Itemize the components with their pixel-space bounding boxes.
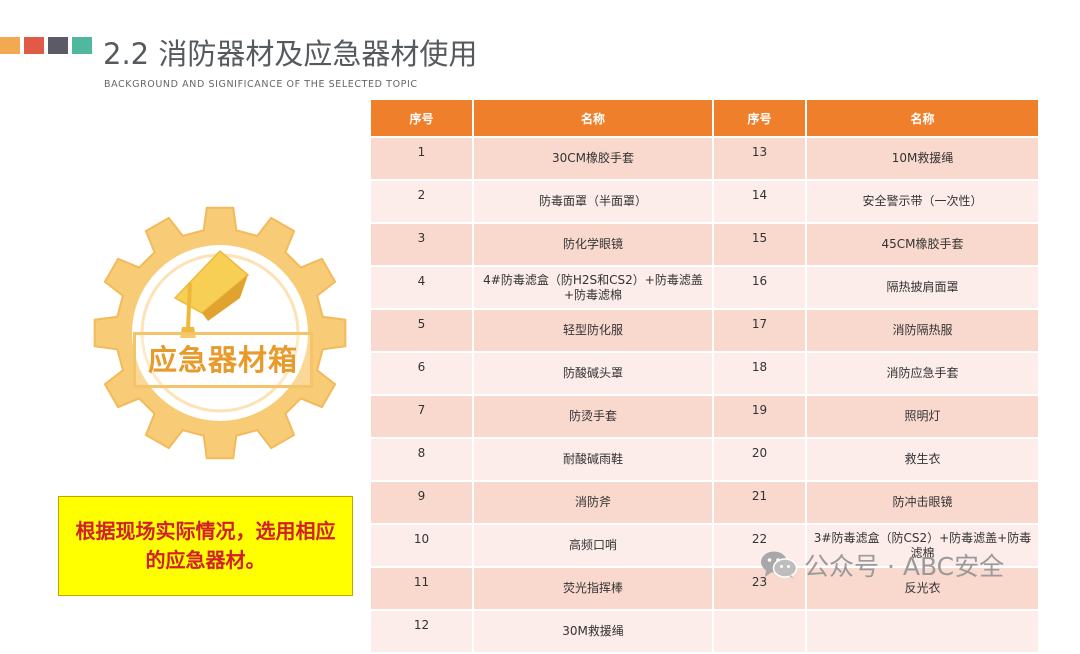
header-no-1: 序号: [371, 100, 474, 138]
cell-no-right: 17: [713, 309, 807, 353]
cell-name-right: 照明灯: [806, 395, 1038, 439]
cell-no-right: 19: [713, 395, 807, 439]
cell-no-left: 3: [371, 223, 474, 267]
accent-bar-gray: [48, 37, 68, 54]
cell-name-right: 安全警示带（一次性）: [806, 180, 1038, 224]
table-row: 6 防酸碱头罩 18 消防应急手套: [371, 352, 1038, 396]
table-row: 12 30M救援绳: [371, 610, 1038, 654]
cell-name-left: 防烫手套: [473, 395, 714, 439]
cell-no-left: 5: [371, 309, 474, 353]
note-box: 根据现场实际情况，选用相应的应急器材。: [58, 496, 353, 596]
cell-no-right: 20: [713, 438, 807, 482]
header-name-2: 名称: [806, 100, 1038, 138]
cell-name-right: 反光衣: [806, 567, 1038, 611]
table-row: 2 防毒面罩（半面罩） 14 安全警示带（一次性）: [371, 180, 1038, 224]
note-text: 根据现场实际情况，选用相应的应急器材。: [75, 519, 336, 572]
cell-no-right: 18: [713, 352, 807, 396]
cell-no-right: 13: [713, 137, 807, 181]
cell-no-left: 12: [371, 610, 474, 654]
cell-name-right: 3#防毒滤盒（防CS2）+防毒滤盖+防毒滤棉: [806, 524, 1038, 568]
header-no-2: 序号: [713, 100, 807, 138]
cell-name-right: 救生衣: [806, 438, 1038, 482]
page-subtitle: BACKGROUND AND SIGNIFICANCE OF THE SELEC…: [104, 79, 418, 90]
accent-bar-red: [24, 37, 44, 54]
table-row: 9 消防斧 21 防冲击眼镜: [371, 481, 1038, 525]
cell-no-right: 23: [713, 567, 807, 611]
cell-no-left: 2: [371, 180, 474, 224]
page-title: 2.2 消防器材及应急器材使用: [103, 37, 478, 71]
table-row: 10 高频口哨 22 3#防毒滤盒（防CS2）+防毒滤盖+防毒滤棉: [371, 524, 1038, 568]
watermark: 公众号 · ABC安全: [760, 548, 1004, 582]
accent-bar-orange: [0, 37, 20, 54]
cell-no-left: 9: [371, 481, 474, 525]
cell-no-left: 11: [371, 567, 474, 611]
cell-no-right: [713, 610, 807, 654]
cell-name-left: 30CM橡胶手套: [473, 137, 714, 181]
cell-no-left: 10: [371, 524, 474, 568]
cell-no-left: 1: [371, 137, 474, 181]
cell-no-left: 4: [371, 266, 474, 310]
badge-label: 应急器材箱: [133, 332, 313, 388]
cell-name-right: 45CM橡胶手套: [806, 223, 1038, 267]
table-header-row: 序号 名称 序号 名称: [371, 100, 1038, 138]
cell-name-right: 10M救援绳: [806, 137, 1038, 181]
cell-name-left: 高频口哨: [473, 524, 714, 568]
table-row: 5 轻型防化服 17 消防隔热服: [371, 309, 1038, 353]
watermark-text: 公众号 · ABC安全: [804, 552, 1005, 581]
table-row: 1 30CM橡胶手套 13 10M救援绳: [371, 137, 1038, 181]
cell-no-right: 15: [713, 223, 807, 267]
cell-name-left: 防酸碱头罩: [473, 352, 714, 396]
cell-name-right: 消防应急手套: [806, 352, 1038, 396]
table-row: 7 防烫手套 19 照明灯: [371, 395, 1038, 439]
table-row: 8 耐酸碱雨鞋 20 救生衣: [371, 438, 1038, 482]
graduation-cap-icon: [173, 249, 250, 338]
cell-name-left: 荧光指挥棒: [473, 567, 714, 611]
cell-name-left: 30M救援绳: [473, 610, 714, 654]
table-row: 4 4#防毒滤盒（防H2S和CS2）+防毒滤盖+防毒滤棉 16 隔热披肩面罩: [371, 266, 1038, 310]
cell-name-left: 防化学眼镜: [473, 223, 714, 267]
table-row: 11 荧光指挥棒 23 反光衣: [371, 567, 1038, 611]
cell-name-left: 4#防毒滤盒（防H2S和CS2）+防毒滤盖+防毒滤棉: [473, 266, 714, 310]
cell-name-left: 消防斧: [473, 481, 714, 525]
cell-name-left: 防毒面罩（半面罩）: [473, 180, 714, 224]
cell-no-right: 14: [713, 180, 807, 224]
cell-name-right: [806, 610, 1038, 654]
cell-name-left: 轻型防化服: [473, 309, 714, 353]
cell-name-right: 隔热披肩面罩: [806, 266, 1038, 310]
wechat-icon: [761, 551, 798, 579]
table-row: 3 防化学眼镜 15 45CM橡胶手套: [371, 223, 1038, 267]
cell-name-right: 防冲击眼镜: [806, 481, 1038, 525]
cell-no-right: 16: [713, 266, 807, 310]
cell-name-right: 消防隔热服: [806, 309, 1038, 353]
cell-name-left: 耐酸碱雨鞋: [473, 438, 714, 482]
header-name-1: 名称: [473, 100, 714, 138]
cell-no-left: 8: [371, 438, 474, 482]
cell-no-right: 21: [713, 481, 807, 525]
accent-bar-teal: [72, 37, 92, 54]
cell-no-left: 7: [371, 395, 474, 439]
cell-no-left: 6: [371, 352, 474, 396]
